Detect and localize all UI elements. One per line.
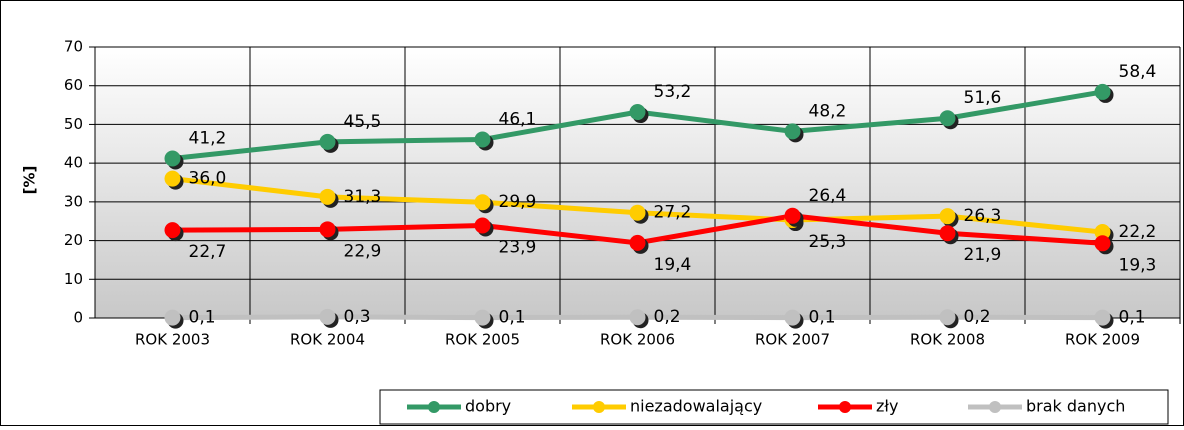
data-label: 22,9: [344, 241, 382, 261]
x-tick-label: ROK 2005: [445, 331, 520, 349]
marker: [1094, 235, 1111, 252]
marker: [474, 309, 491, 326]
data-label: 45,5: [344, 112, 382, 132]
marker: [164, 222, 181, 239]
data-label: 0,1: [499, 308, 526, 328]
x-tick-label: ROK 2009: [1065, 331, 1140, 349]
legend-label: zły: [876, 397, 898, 416]
data-label: 48,2: [809, 101, 847, 121]
data-label: 51,6: [964, 88, 1002, 108]
marker: [1094, 224, 1111, 241]
data-label: 0,2: [964, 307, 991, 327]
data-label: 19,4: [654, 255, 692, 275]
x-tick-label: ROK 2003: [135, 331, 210, 349]
x-tick-label: ROK 2008: [910, 331, 985, 349]
data-label: 58,4: [1119, 62, 1157, 82]
marker: [939, 110, 956, 127]
marker: [319, 308, 336, 325]
x-tick-label: ROK 2007: [755, 331, 830, 349]
y-tick-label: 50: [64, 115, 83, 133]
marker: [939, 225, 956, 242]
data-label: 26,3: [964, 206, 1002, 226]
legend-label: brak danych: [1026, 397, 1125, 416]
marker: [784, 309, 801, 326]
data-label: 21,9: [964, 245, 1002, 265]
data-label: 0,1: [1119, 308, 1146, 328]
marker: [474, 217, 491, 234]
marker: [319, 221, 336, 238]
marker: [629, 104, 646, 121]
marker: [629, 234, 646, 251]
marker: [1094, 309, 1111, 326]
marker: [474, 131, 491, 148]
y-tick-label: 40: [64, 154, 83, 172]
marker: [164, 150, 181, 167]
y-tick-label: 10: [64, 270, 83, 288]
marker: [164, 170, 181, 187]
data-label: 36,0: [189, 169, 227, 189]
data-label: 0,2: [654, 307, 681, 327]
marker: [319, 133, 336, 150]
data-label: 0,3: [344, 307, 371, 327]
marker: [939, 309, 956, 326]
y-tick-label: 20: [64, 231, 83, 249]
marker: [629, 309, 646, 326]
data-label: 53,2: [654, 82, 692, 102]
data-label: 26,4: [809, 186, 847, 206]
data-label: 29,9: [499, 192, 537, 212]
x-tick-label: ROK 2004: [290, 331, 365, 349]
data-label: 31,3: [344, 187, 382, 207]
y-tick-label: 0: [73, 309, 83, 327]
y-tick-label: 30: [64, 192, 83, 210]
legend-box: [379, 389, 1169, 425]
marker: [939, 208, 956, 225]
y-tick-label: 60: [64, 76, 83, 94]
marker: [164, 309, 181, 326]
legend-label: dobry: [465, 397, 511, 416]
data-label: 0,1: [809, 308, 836, 328]
data-label: 27,2: [654, 203, 692, 223]
legend-marker: [839, 401, 851, 413]
marker: [784, 123, 801, 140]
y-tick-label: 70: [64, 38, 83, 56]
data-label: 25,3: [809, 232, 847, 252]
legend-marker: [428, 401, 440, 413]
data-label: 22,2: [1119, 222, 1157, 242]
x-tick-label: ROK 2006: [600, 331, 675, 349]
legend-label: niezadowalający: [630, 397, 762, 416]
legend-marker: [989, 401, 1001, 413]
legend-marker: [593, 401, 605, 413]
marker: [474, 194, 491, 211]
marker: [319, 188, 336, 205]
data-label: 46,1: [499, 110, 537, 130]
marker: [629, 204, 646, 221]
marker: [1094, 83, 1111, 100]
data-label: 41,2: [189, 128, 227, 148]
y-axis-label: [%]: [21, 166, 39, 195]
data-label: 22,7: [189, 242, 227, 262]
plot-area: [95, 47, 1180, 318]
data-label: 0,1: [189, 308, 216, 328]
data-label: 19,3: [1119, 255, 1157, 275]
data-label: 23,9: [499, 237, 537, 257]
marker: [784, 207, 801, 224]
